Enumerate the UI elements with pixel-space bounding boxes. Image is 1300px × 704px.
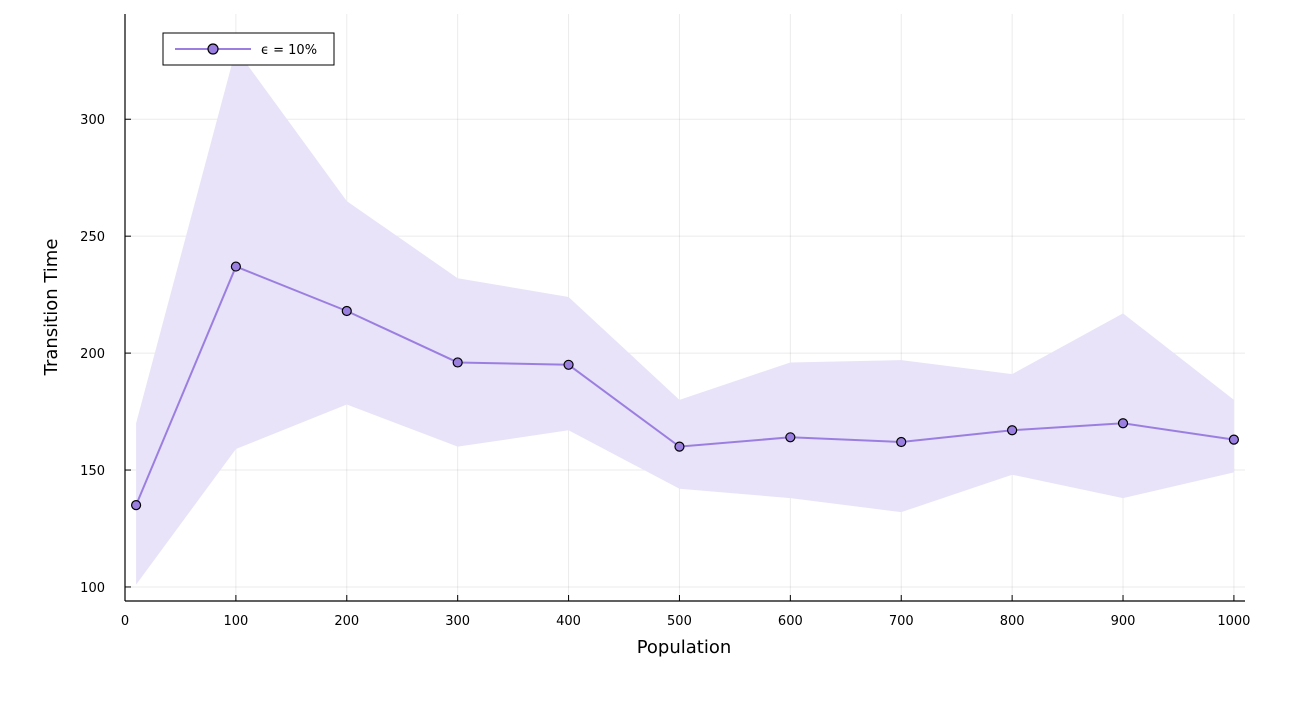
data-point [785,432,796,443]
y-tick-label: 100 [80,581,105,596]
data-point [896,436,907,448]
x-tick-label: 300 [445,614,470,629]
x-tick-label: 1000 [1217,614,1250,629]
x-tick-label: 500 [667,614,692,629]
x-tick-label: 100 [223,614,248,629]
legend: ϵ = 10% [162,32,335,66]
data-point [452,357,463,368]
data-point [130,500,142,511]
axes [124,14,1245,602]
legend-marker [207,43,219,55]
x-tick-label: 900 [1111,614,1136,629]
y-tick-label: 300 [80,113,105,128]
data-point [563,359,574,370]
x-axis-title: Population [637,637,732,658]
confidence-bands [136,49,1234,585]
x-tick-label: 400 [556,614,581,629]
data-point [1007,425,1018,436]
x-tick-label: 0 [121,614,129,629]
confidence-band [136,49,1234,585]
legend-label: ϵ = 10% [261,43,317,58]
x-tick-label: 600 [778,614,803,629]
y-tick-label: 250 [80,230,105,245]
data-point [1228,434,1240,445]
x-tick-label: 800 [1000,614,1025,629]
tick-labels: 0 100 200 300 400 500 600 700 800 900 1000 100 150 20… [80,113,1250,629]
data-point [674,441,685,452]
data-point [341,305,352,317]
y-axis-title: Transition Time [41,239,62,377]
data-point [230,261,241,272]
y-tick-label: 200 [80,347,105,362]
data-point [1117,418,1129,429]
data-points [130,261,1240,511]
x-tick-label: 700 [889,614,914,629]
x-tick-label: 200 [334,614,359,629]
y-tick-label: 150 [80,464,105,479]
